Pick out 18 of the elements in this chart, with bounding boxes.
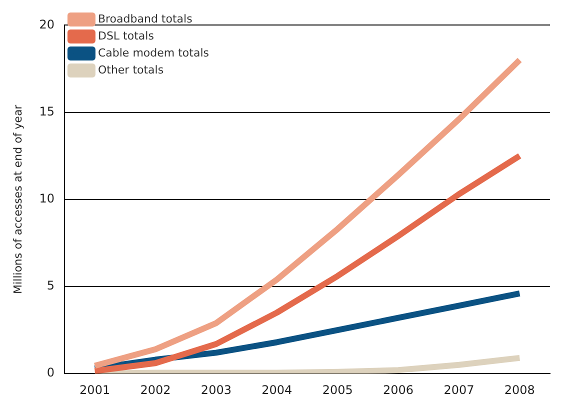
y-tick-label: 10 [39, 192, 54, 206]
legend-label: DSL totals [98, 29, 154, 42]
x-tick-label: 2002 [140, 382, 171, 397]
x-tick-label: 2004 [262, 382, 292, 397]
x-tick-label: 2008 [504, 382, 535, 397]
x-tick-label: 2005 [322, 382, 353, 397]
y-tick-label: 15 [39, 104, 54, 118]
y-tick-label: 5 [46, 278, 54, 293]
legend-label: Broadband totals [98, 12, 193, 26]
x-tick-label: 2003 [200, 382, 232, 397]
x-tick-label: 2001 [80, 382, 110, 397]
y-tick-label: 20 [39, 17, 54, 32]
y-tick-label: 0 [46, 366, 54, 380]
legend-label: Cable modem totals [98, 46, 210, 60]
y-axis-title: Millions of accesses at end of year [11, 104, 24, 294]
x-tick-label: 2007 [444, 382, 474, 397]
x-tick-label: 2006 [383, 382, 414, 397]
legend-label: Other totals [98, 63, 164, 76]
